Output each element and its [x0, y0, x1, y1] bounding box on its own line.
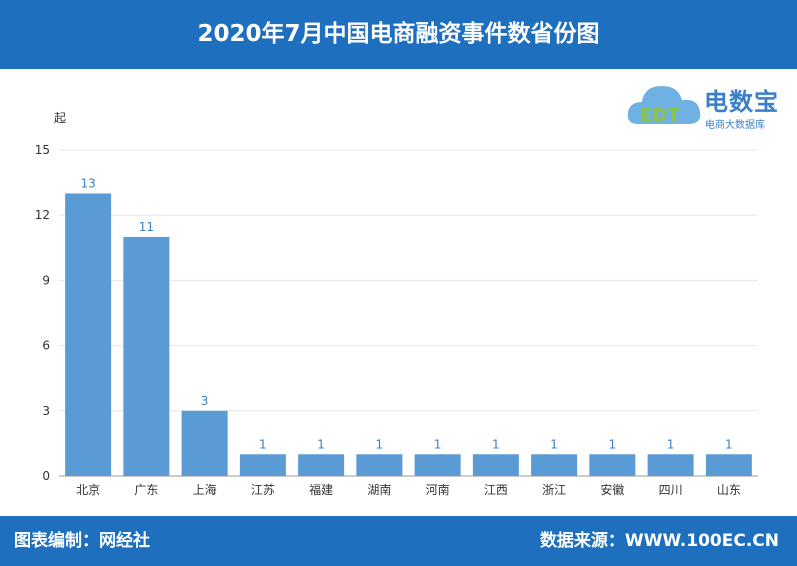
bar: [647, 454, 694, 476]
bar: [298, 454, 345, 476]
bar-value-label: 1: [259, 437, 267, 451]
footer-source: 数据来源：WWW.100EC.CN: [539, 531, 779, 551]
bar: [123, 236, 170, 476]
bar-value-label: 1: [434, 437, 442, 451]
x-tick-label: 湖南: [367, 482, 391, 497]
bar-value-label: 1: [492, 437, 500, 451]
footer-bar: 图表编制：网经社 数据来源：WWW.100EC.CN: [0, 516, 797, 566]
bar-value-label: 1: [667, 437, 675, 451]
x-tick-label: 北京: [76, 483, 100, 497]
y-axis-ticks: 0 3 6 9 12 15: [35, 143, 50, 483]
cloud-logo-icon: EDT: [627, 86, 701, 126]
y-tick-label: 0: [42, 469, 50, 483]
bar-value-label: 1: [609, 437, 617, 451]
title-bar: 2020年7月中国电商融资事件数省份图: [0, 0, 797, 69]
x-tick-label: 安徽: [600, 482, 624, 497]
edt-logo: EDT 电数宝 电商大数据库: [626, 74, 796, 136]
x-tick-label: 广东: [134, 483, 158, 497]
y-tick-label: 12: [35, 208, 50, 222]
logo-subtitle: 电商大数据库: [705, 120, 765, 131]
bar-value-label: 13: [80, 176, 95, 190]
bar: [705, 454, 752, 476]
x-axis-ticks: 北京 广东 上海 江苏 福建 湖南 河南 江西 浙江 安徽 四川 山东: [76, 482, 741, 497]
bar-value-label: 1: [725, 437, 733, 451]
footer-editor: 图表编制：网经社: [14, 531, 150, 551]
bar-value-label: 1: [550, 437, 558, 451]
y-tick-label: 9: [42, 273, 50, 287]
bar: [356, 454, 403, 476]
bar-value-label: 11: [139, 220, 154, 234]
x-tick-label: 四川: [659, 483, 683, 497]
bar: [472, 454, 519, 476]
x-tick-label: 江苏: [251, 483, 275, 497]
y-tick-label: 3: [42, 404, 50, 418]
logo-brand: 电数宝: [704, 88, 779, 116]
bar-value-label: 3: [201, 394, 209, 408]
y-tick-label: 15: [35, 143, 50, 157]
gridlines: [59, 149, 758, 412]
x-tick-label: 山东: [717, 483, 741, 497]
bar: [65, 193, 112, 476]
bar: [181, 410, 228, 476]
bar-value-label: 1: [376, 437, 384, 451]
bar: [239, 454, 286, 476]
bar: [414, 454, 461, 476]
x-tick-label: 上海: [193, 482, 217, 497]
x-tick-label: 河南: [426, 482, 450, 497]
chart-title: 2020年7月中国电商融资事件数省份图: [197, 21, 600, 47]
bar: [531, 454, 578, 476]
x-tick-label: 福建: [309, 482, 333, 497]
x-tick-label: 浙江: [542, 483, 566, 497]
y-axis-unit-label: 起: [54, 111, 66, 125]
logo-mark-text: EDT: [640, 105, 680, 126]
bar-value-label: 1: [317, 437, 325, 451]
x-tick-label: 江西: [484, 483, 508, 497]
bar: [589, 454, 636, 476]
y-tick-label: 6: [42, 339, 50, 353]
